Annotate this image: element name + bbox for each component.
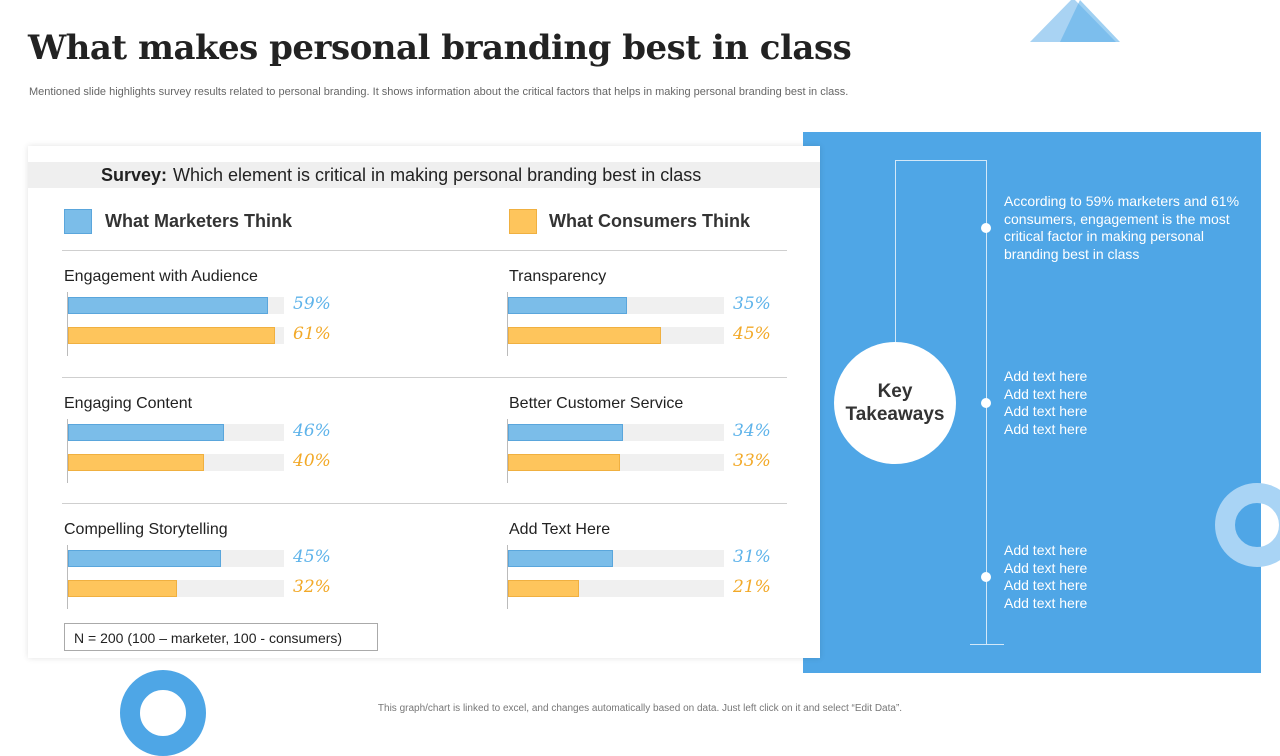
category-label: Add Text Here xyxy=(509,521,611,538)
value-label-consumers: 40% xyxy=(293,451,331,471)
legend-consumers-swatch xyxy=(509,209,537,234)
value-label-marketers: 35% xyxy=(733,294,771,314)
bar-axis xyxy=(507,419,508,483)
value-label-marketers: 34% xyxy=(733,421,771,441)
value-label-consumers: 45% xyxy=(733,324,771,344)
value-label-consumers: 32% xyxy=(293,577,331,597)
value-label-marketers: 31% xyxy=(733,547,771,567)
bar-track xyxy=(508,550,724,567)
survey-panel: Survey: Which element is critical in mak… xyxy=(28,146,820,658)
survey-question: Which element is critical in making pers… xyxy=(173,165,702,185)
value-label-marketers: 45% xyxy=(293,547,331,567)
bar-marketers xyxy=(508,550,613,567)
category-label: Compelling Storytelling xyxy=(64,521,228,538)
bar-consumers xyxy=(508,327,661,344)
bar-track xyxy=(508,297,724,314)
bar-track xyxy=(68,454,284,471)
slide-title: What makes personal branding best in cla… xyxy=(28,28,852,68)
divider xyxy=(62,250,787,251)
sample-size-note: N = 200 (100 – marketer, 100 - consumers… xyxy=(64,623,378,651)
bar-track xyxy=(68,327,284,344)
divider xyxy=(62,377,787,378)
bar-axis xyxy=(67,419,68,483)
bar-axis xyxy=(507,545,508,609)
timeline-dot xyxy=(981,572,991,582)
bar-axis xyxy=(507,292,508,356)
bar-axis xyxy=(67,292,68,356)
connector-line xyxy=(970,644,1004,645)
category-label: Engaging Content xyxy=(64,395,193,412)
chart-footnote: This graph/chart is linked to excel, and… xyxy=(377,703,903,714)
survey-header: Survey: Which element is critical in mak… xyxy=(28,162,820,188)
bar-marketers xyxy=(68,297,268,314)
bar-track xyxy=(68,550,284,567)
bar-axis xyxy=(67,545,68,609)
takeaway-text-1: According to 59% marketers and 61% consu… xyxy=(1004,193,1240,262)
bar-consumers xyxy=(68,580,177,597)
legend-marketers-label: What Marketers Think xyxy=(105,211,293,231)
connector-line xyxy=(895,160,896,345)
connector-line xyxy=(895,160,987,161)
bar-consumers xyxy=(68,454,204,471)
takeaway-text-2: Add text here Add text here Add text her… xyxy=(1004,368,1088,437)
bar-consumers xyxy=(68,327,275,344)
value-label-consumers: 21% xyxy=(733,577,771,597)
timeline-dot xyxy=(981,223,991,233)
bar-consumers xyxy=(508,454,620,471)
bar-track xyxy=(508,327,724,344)
divider xyxy=(62,503,787,504)
decorative-triangle-shade xyxy=(1060,0,1120,42)
category-label: Engagement with Audience xyxy=(64,268,258,285)
legend-marketers-swatch xyxy=(64,209,92,234)
bar-track xyxy=(508,454,724,471)
value-label-marketers: 59% xyxy=(293,294,331,314)
bar-track xyxy=(508,580,724,597)
category-label: Transparency xyxy=(509,268,607,285)
bar-marketers xyxy=(508,297,627,314)
category-label: Better Customer Service xyxy=(509,395,684,412)
bar-marketers xyxy=(68,550,221,567)
bar-marketers xyxy=(68,424,224,441)
bar-marketers xyxy=(508,424,623,441)
timeline-dot xyxy=(981,398,991,408)
legend-consumers-label: What Consumers Think xyxy=(549,211,751,231)
slide-subtitle: Mentioned slide highlights survey result… xyxy=(29,86,849,98)
bar-track xyxy=(508,424,724,441)
value-label-consumers: 33% xyxy=(733,451,771,471)
key-takeaways-circle: Key Takeaways xyxy=(834,342,956,464)
bar-track xyxy=(68,424,284,441)
bar-track xyxy=(68,297,284,314)
bar-consumers xyxy=(508,580,579,597)
survey-label: Survey: xyxy=(101,165,168,185)
bar-track xyxy=(68,580,284,597)
value-label-marketers: 46% xyxy=(293,421,331,441)
takeaway-text-3: Add text here Add text here Add text her… xyxy=(1004,542,1088,611)
value-label-consumers: 61% xyxy=(293,324,331,344)
key-takeaways-label: Key Takeaways xyxy=(845,381,945,425)
